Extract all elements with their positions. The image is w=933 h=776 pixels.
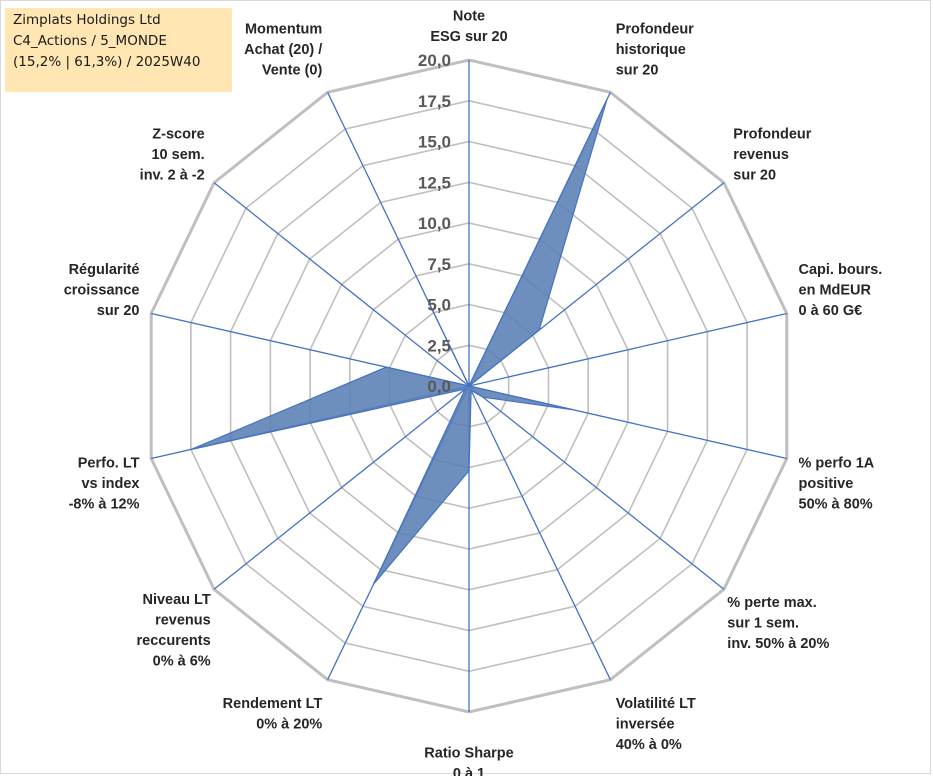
category-label: Rendement LT 0% à 20% — [223, 696, 323, 733]
tick-label: 10,0 — [418, 214, 451, 233]
tick-label: 20,0 — [418, 51, 451, 70]
category-label-line: en MdEUR — [799, 283, 872, 299]
category-label-line: 40% à 0% — [616, 737, 682, 753]
category-label: % perfo 1A positive 50% à 80% — [799, 456, 875, 513]
radar-axis — [213, 182, 470, 387]
portfolio-path: C4_Actions / 5_MONDE — [13, 33, 167, 49]
category-label-line: % perfo 1A — [799, 456, 875, 472]
category-label-line: inv. 2 à -2 — [140, 168, 205, 184]
category-label: Momentum Achat (20) / Vente (0) — [244, 22, 322, 79]
category-label-line: ESG sur 20 — [430, 29, 507, 45]
category-label: % perte max. sur 1 sem. inv. 50% à 20% — [727, 595, 829, 652]
category-label: Profondeur revenus sur 20 — [733, 127, 811, 184]
category-label-line: historique — [616, 42, 686, 58]
category-labels: Note ESG sur 20 Profondeur historique sur 20… — [64, 9, 883, 776]
radar-axis — [468, 385, 725, 590]
category-label-line: inv. 50% à 20% — [727, 636, 829, 652]
category-label-line: Vente (0) — [262, 63, 323, 79]
category-label-line: Rendement LT — [223, 696, 323, 712]
tick-label: 17,5 — [418, 92, 451, 111]
company-name: Zimplats Holdings Ltd — [13, 12, 161, 28]
category-label-line: Momentum — [245, 22, 322, 38]
category-label: Capi. bours. en MdEUR 0 à 60 G€ — [799, 262, 883, 319]
category-label-line: Niveau LT — [142, 592, 210, 608]
category-label: Z-score 10 sem. inv. 2 à -2 — [140, 127, 205, 184]
category-label-line: Profondeur — [616, 22, 694, 38]
category-label-line: positive — [799, 476, 854, 492]
category-label-line: Ratio Sharpe — [424, 746, 513, 762]
tick-label: 2,5 — [427, 336, 451, 355]
category-label-line: 0% à 6% — [153, 653, 211, 669]
category-label-line: sur 20 — [616, 63, 659, 79]
category-label-line: 0% à 20% — [256, 717, 322, 733]
category-label-line: revenus — [155, 612, 211, 628]
radial-tick-labels: 0,0 2,5 5,0 7,5 10,0 12,5 15,0 17,5 20,0 — [418, 51, 451, 396]
series-area — [190, 99, 608, 585]
category-label-line: 10 sem. — [151, 147, 204, 163]
category-label: Niveau LT revenus reccurents 0% à 6% — [137, 592, 211, 670]
category-label-line: 0 à 1 — [453, 766, 485, 776]
category-label-line: revenus — [733, 147, 789, 163]
category-label-line: Z-score — [152, 127, 204, 143]
radar-axis — [468, 312, 787, 387]
tick-label: 15,0 — [418, 133, 451, 152]
category-label-line: Capi. bours. — [799, 262, 883, 278]
stats-week: (15,2% | 61,3%) / 2025W40 — [13, 54, 201, 70]
title-box: Zimplats Holdings Ltd C4_Actions / 5_MON… — [5, 8, 232, 92]
category-label: Profondeur historique sur 20 — [616, 22, 694, 79]
category-label-line: Profondeur — [733, 127, 811, 143]
category-label-line: sur 1 sem. — [727, 616, 799, 632]
radar-axis — [213, 385, 470, 590]
category-label: Perfo. LT vs index -8% à 12% — [69, 456, 140, 513]
tick-label: 7,5 — [427, 255, 451, 274]
category-label-line: Achat (20) / — [244, 42, 322, 58]
category-label-line: vs index — [81, 476, 139, 492]
category-label: Régularité croissance sur 20 — [64, 262, 140, 319]
category-label-line: inversée — [616, 717, 675, 733]
category-label-line: reccurents — [137, 633, 211, 649]
category-label-line: sur 20 — [733, 168, 776, 184]
category-label-line: Volatilité LT — [616, 696, 696, 712]
category-label: Ratio Sharpe 0 à 1 — [424, 746, 513, 776]
category-label-line: 50% à 80% — [799, 497, 873, 513]
category-label-line: croissance — [64, 283, 140, 299]
radar-axis — [468, 385, 611, 680]
category-label-line: Perfo. LT — [78, 456, 140, 472]
category-label-line: % perte max. — [727, 595, 816, 611]
category-label-line: Régularité — [69, 262, 140, 278]
tick-label: 0,0 — [427, 377, 451, 396]
category-label: Volatilité LT inversée 40% à 0% — [616, 696, 696, 753]
category-label-line: sur 20 — [97, 303, 140, 319]
category-label-line: Note — [453, 9, 485, 25]
tick-label: 12,5 — [418, 173, 451, 192]
radar-series — [190, 99, 608, 585]
tick-label: 5,0 — [427, 296, 451, 315]
category-label: Note ESG sur 20 — [430, 9, 507, 46]
category-label-line: -8% à 12% — [69, 497, 140, 513]
category-label-line: 0 à 60 G€ — [799, 303, 863, 319]
